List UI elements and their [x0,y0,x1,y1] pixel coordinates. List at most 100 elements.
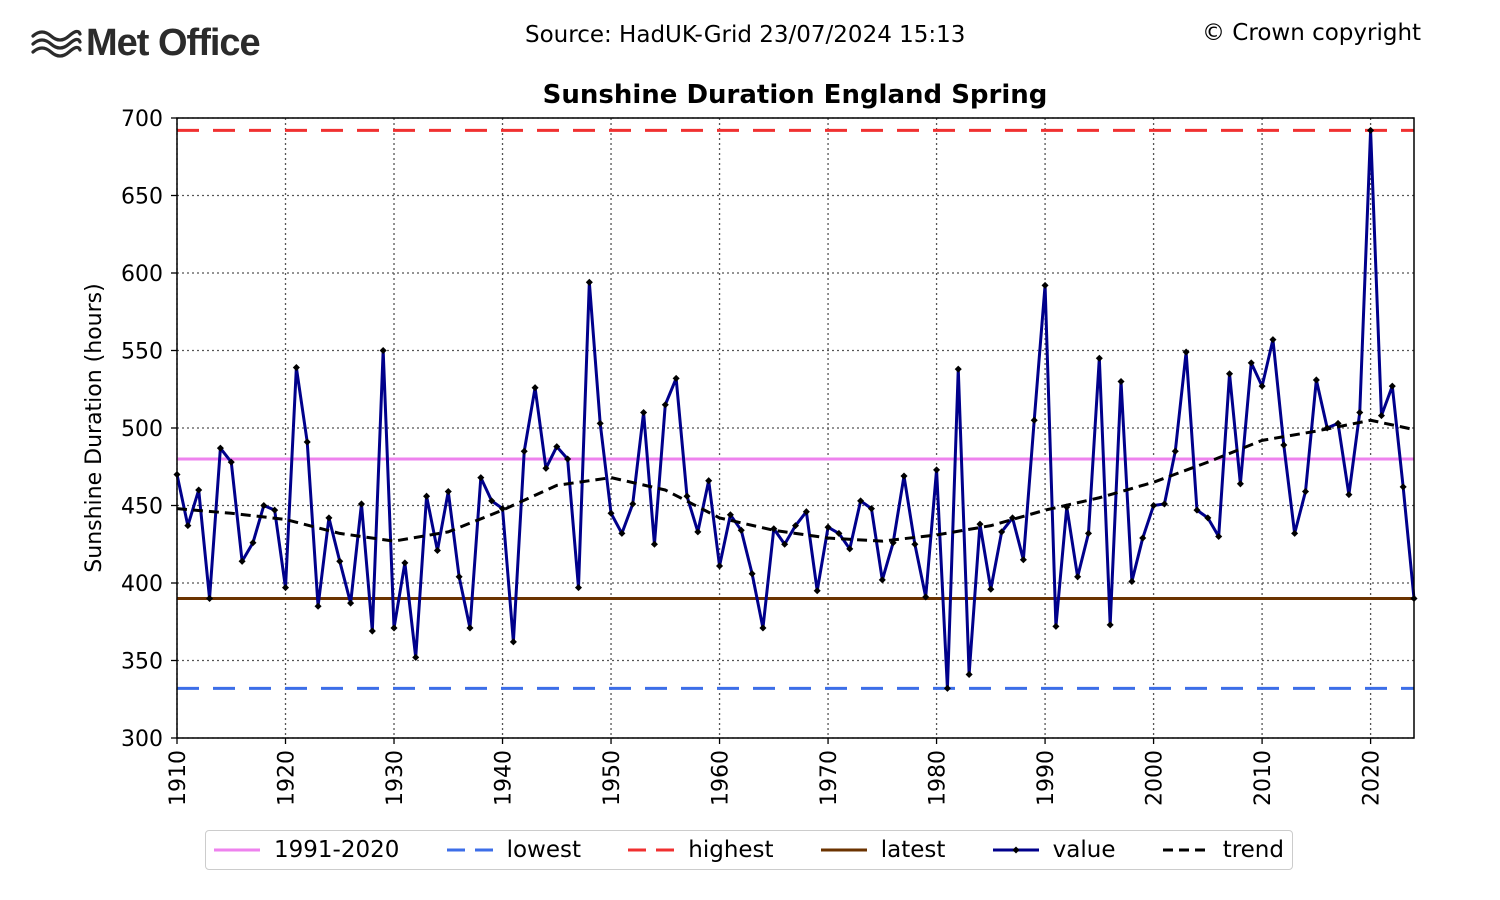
value-point [943,684,951,692]
legend-swatch-lowest [446,848,493,852]
legend-entry-lowest: lowest [446,837,582,863]
value-point [1074,573,1082,581]
value-point [585,278,593,286]
value-point [314,602,322,610]
value-point [781,540,789,548]
value-point [292,364,300,372]
value-point [683,492,691,500]
value-point [260,501,268,510]
trend-series-line [176,418,1415,543]
value-point [466,624,474,632]
value-point [195,486,203,494]
value-point [281,584,290,592]
value-point [965,670,973,678]
legend-label-latest: latest [880,837,946,863]
value-point [737,526,745,534]
value-point [878,576,886,584]
value-point [227,458,235,466]
value-point [748,570,756,578]
legend-entry-latest: latest [820,837,946,863]
legend-entry-1991-2020: 1991-2020 [214,837,399,863]
value-point [444,488,452,496]
value-point [357,500,366,508]
legend-marker-value [1012,846,1020,854]
x-tick-label: 2010 [1251,750,1276,806]
value-point [802,508,810,516]
chart-legend: 1991-2020 lowest highest latest value trend [205,830,1293,870]
value-point [857,497,865,505]
legend-entry-trend: trend [1162,837,1284,863]
value-point [1052,622,1060,630]
value-point [759,624,767,632]
value-point [379,346,387,355]
legend-swatch-value [992,846,1039,854]
value-point [574,584,583,592]
value-point [271,506,279,514]
value-point [824,523,832,531]
value-point [1128,577,1136,585]
wave-logo-icon [31,29,82,58]
value-point [629,500,637,508]
value-point [1106,621,1114,629]
legend-entry-highest: highest [628,837,774,863]
legend-label-lowest: lowest [506,837,582,863]
y-tick-label: 500 [121,417,163,442]
value-point [368,627,376,635]
value-point [520,447,528,455]
y-tick-label: 400 [121,572,163,597]
x-tick-label: 1920 [275,750,300,806]
value-point [1225,370,1234,378]
value-point [596,419,604,427]
value-point [498,505,507,513]
legend-label-value: value [1052,837,1116,863]
y-axis-label: Sunshine Duration (hours) [82,283,107,572]
value-point [998,528,1006,536]
value-point [661,401,669,409]
met-office-logo: Met Office [30,22,261,65]
legend-swatch-1991-2020 [214,848,260,852]
value-point [1301,488,1310,496]
copyright-label: © Crown copyright [1202,20,1422,46]
y-tick-label: 350 [121,650,163,675]
source-label: Source: HadUK-Grid 23/07/2024 15:13 [525,22,966,48]
value-point [607,509,615,517]
value-point [249,539,257,547]
value-point [184,522,192,530]
value-point [509,638,517,646]
x-tick-label: 1970 [817,750,842,806]
value-point [1117,377,1125,386]
value-point [1291,529,1299,537]
value-point [1160,500,1168,508]
value-point [1084,529,1093,537]
value-point [1030,416,1038,424]
value-point [705,477,713,485]
value-point [672,374,680,382]
value-point [976,520,984,528]
value-point [1019,556,1027,564]
value-point [867,505,875,513]
value-point [1095,354,1103,362]
value-point [531,384,539,392]
value-point [553,443,561,451]
value-point [1269,336,1277,344]
value-point [336,557,344,565]
x-tick-label: 1960 [709,750,734,806]
y-tick-label: 650 [121,185,163,210]
value-point [1139,534,1147,542]
value-point [1150,501,1158,510]
value-point [987,585,995,593]
legend-swatch-trend [1162,848,1209,852]
value-point [542,464,550,472]
x-tick-label: 1930 [383,750,408,806]
value-point [618,529,626,537]
y-tick-label: 300 [121,727,163,752]
value-point [846,545,854,553]
x-tick-label: 1940 [492,750,517,806]
x-tick-label: 2000 [1143,750,1168,806]
value-point [813,587,821,595]
y-tick-label: 550 [121,340,163,365]
value-point [303,438,311,446]
legend-entry-value: value [992,837,1116,863]
value-point [412,653,420,661]
value-point [325,514,333,522]
